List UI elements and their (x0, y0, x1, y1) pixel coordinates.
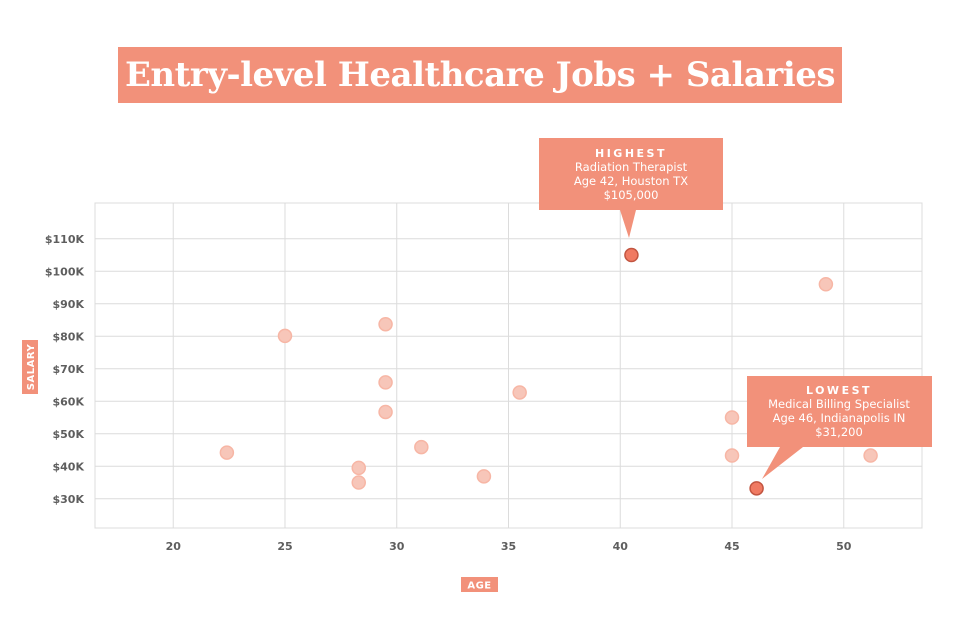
data-point (414, 439, 429, 455)
x-axis-label: AGE (467, 581, 491, 592)
highlight-point (624, 247, 639, 263)
data-point (378, 375, 393, 390)
data-point (378, 316, 393, 332)
y-tick-label: $80K (53, 330, 85, 343)
x-axis-ticks: 20 25 30 35 40 45 50 (166, 540, 852, 553)
y-tick-label: $60K (53, 395, 85, 408)
grid-vertical (172, 203, 845, 528)
y-axis-label-tag: SALARY (22, 340, 38, 394)
data-point (863, 448, 878, 463)
y-axis-ticks: $30K $40K $50K $60K $70K $80K $90K $100K $110K (45, 233, 85, 506)
callout-highest-line: Age 42, Houston TX (574, 174, 688, 188)
y-tick-label: $110K (45, 233, 85, 246)
x-tick-label: 50 (836, 540, 852, 553)
callout-lowest: LOWEST Medical Billing Specialist Age 46… (747, 376, 932, 479)
data-points (219, 277, 878, 490)
data-point (351, 475, 366, 490)
highlight-point (749, 481, 764, 496)
y-tick-label: $50K (53, 428, 85, 441)
y-tick-label: $90K (53, 298, 85, 311)
x-tick-label: 35 (501, 540, 516, 553)
callout-lowest-line: Age 46, Indianapolis IN (773, 411, 906, 425)
data-point (219, 445, 235, 460)
title-banner: Entry-level Healthcare Jobs + Salaries (118, 47, 842, 103)
x-tick-label: 20 (166, 540, 182, 553)
x-tick-label: 45 (724, 540, 739, 553)
data-point (724, 410, 740, 425)
y-tick-label: $70K (53, 363, 85, 376)
data-point (351, 460, 366, 476)
y-tick-label: $30K (53, 493, 85, 506)
data-point (724, 448, 740, 463)
callout-lowest-heading: LOWEST (806, 384, 872, 397)
highlight-points (624, 247, 764, 496)
x-tick-label: 25 (277, 540, 292, 553)
data-point (277, 328, 293, 344)
y-axis-label: SALARY (26, 344, 37, 391)
data-point (512, 385, 527, 400)
data-point (818, 277, 834, 292)
x-axis-label-tag: AGE (461, 577, 498, 592)
y-tick-label: $100K (45, 265, 85, 278)
chart-title: Entry-level Healthcare Jobs + Salaries (124, 55, 836, 95)
callout-highest: HIGHEST Radiation Therapist Age 42, Hous… (539, 138, 723, 238)
data-point (476, 469, 492, 484)
x-tick-label: 40 (613, 540, 629, 553)
x-tick-label: 30 (389, 540, 405, 553)
y-tick-label: $40K (53, 460, 85, 473)
callout-highest-heading: HIGHEST (595, 147, 667, 160)
callout-highest-line: $105,000 (604, 188, 659, 202)
callout-highest-line: Radiation Therapist (575, 160, 688, 174)
callout-lowest-line: $31,200 (815, 425, 863, 439)
callout-lowest-line: Medical Billing Specialist (768, 397, 910, 411)
data-point (378, 404, 393, 420)
